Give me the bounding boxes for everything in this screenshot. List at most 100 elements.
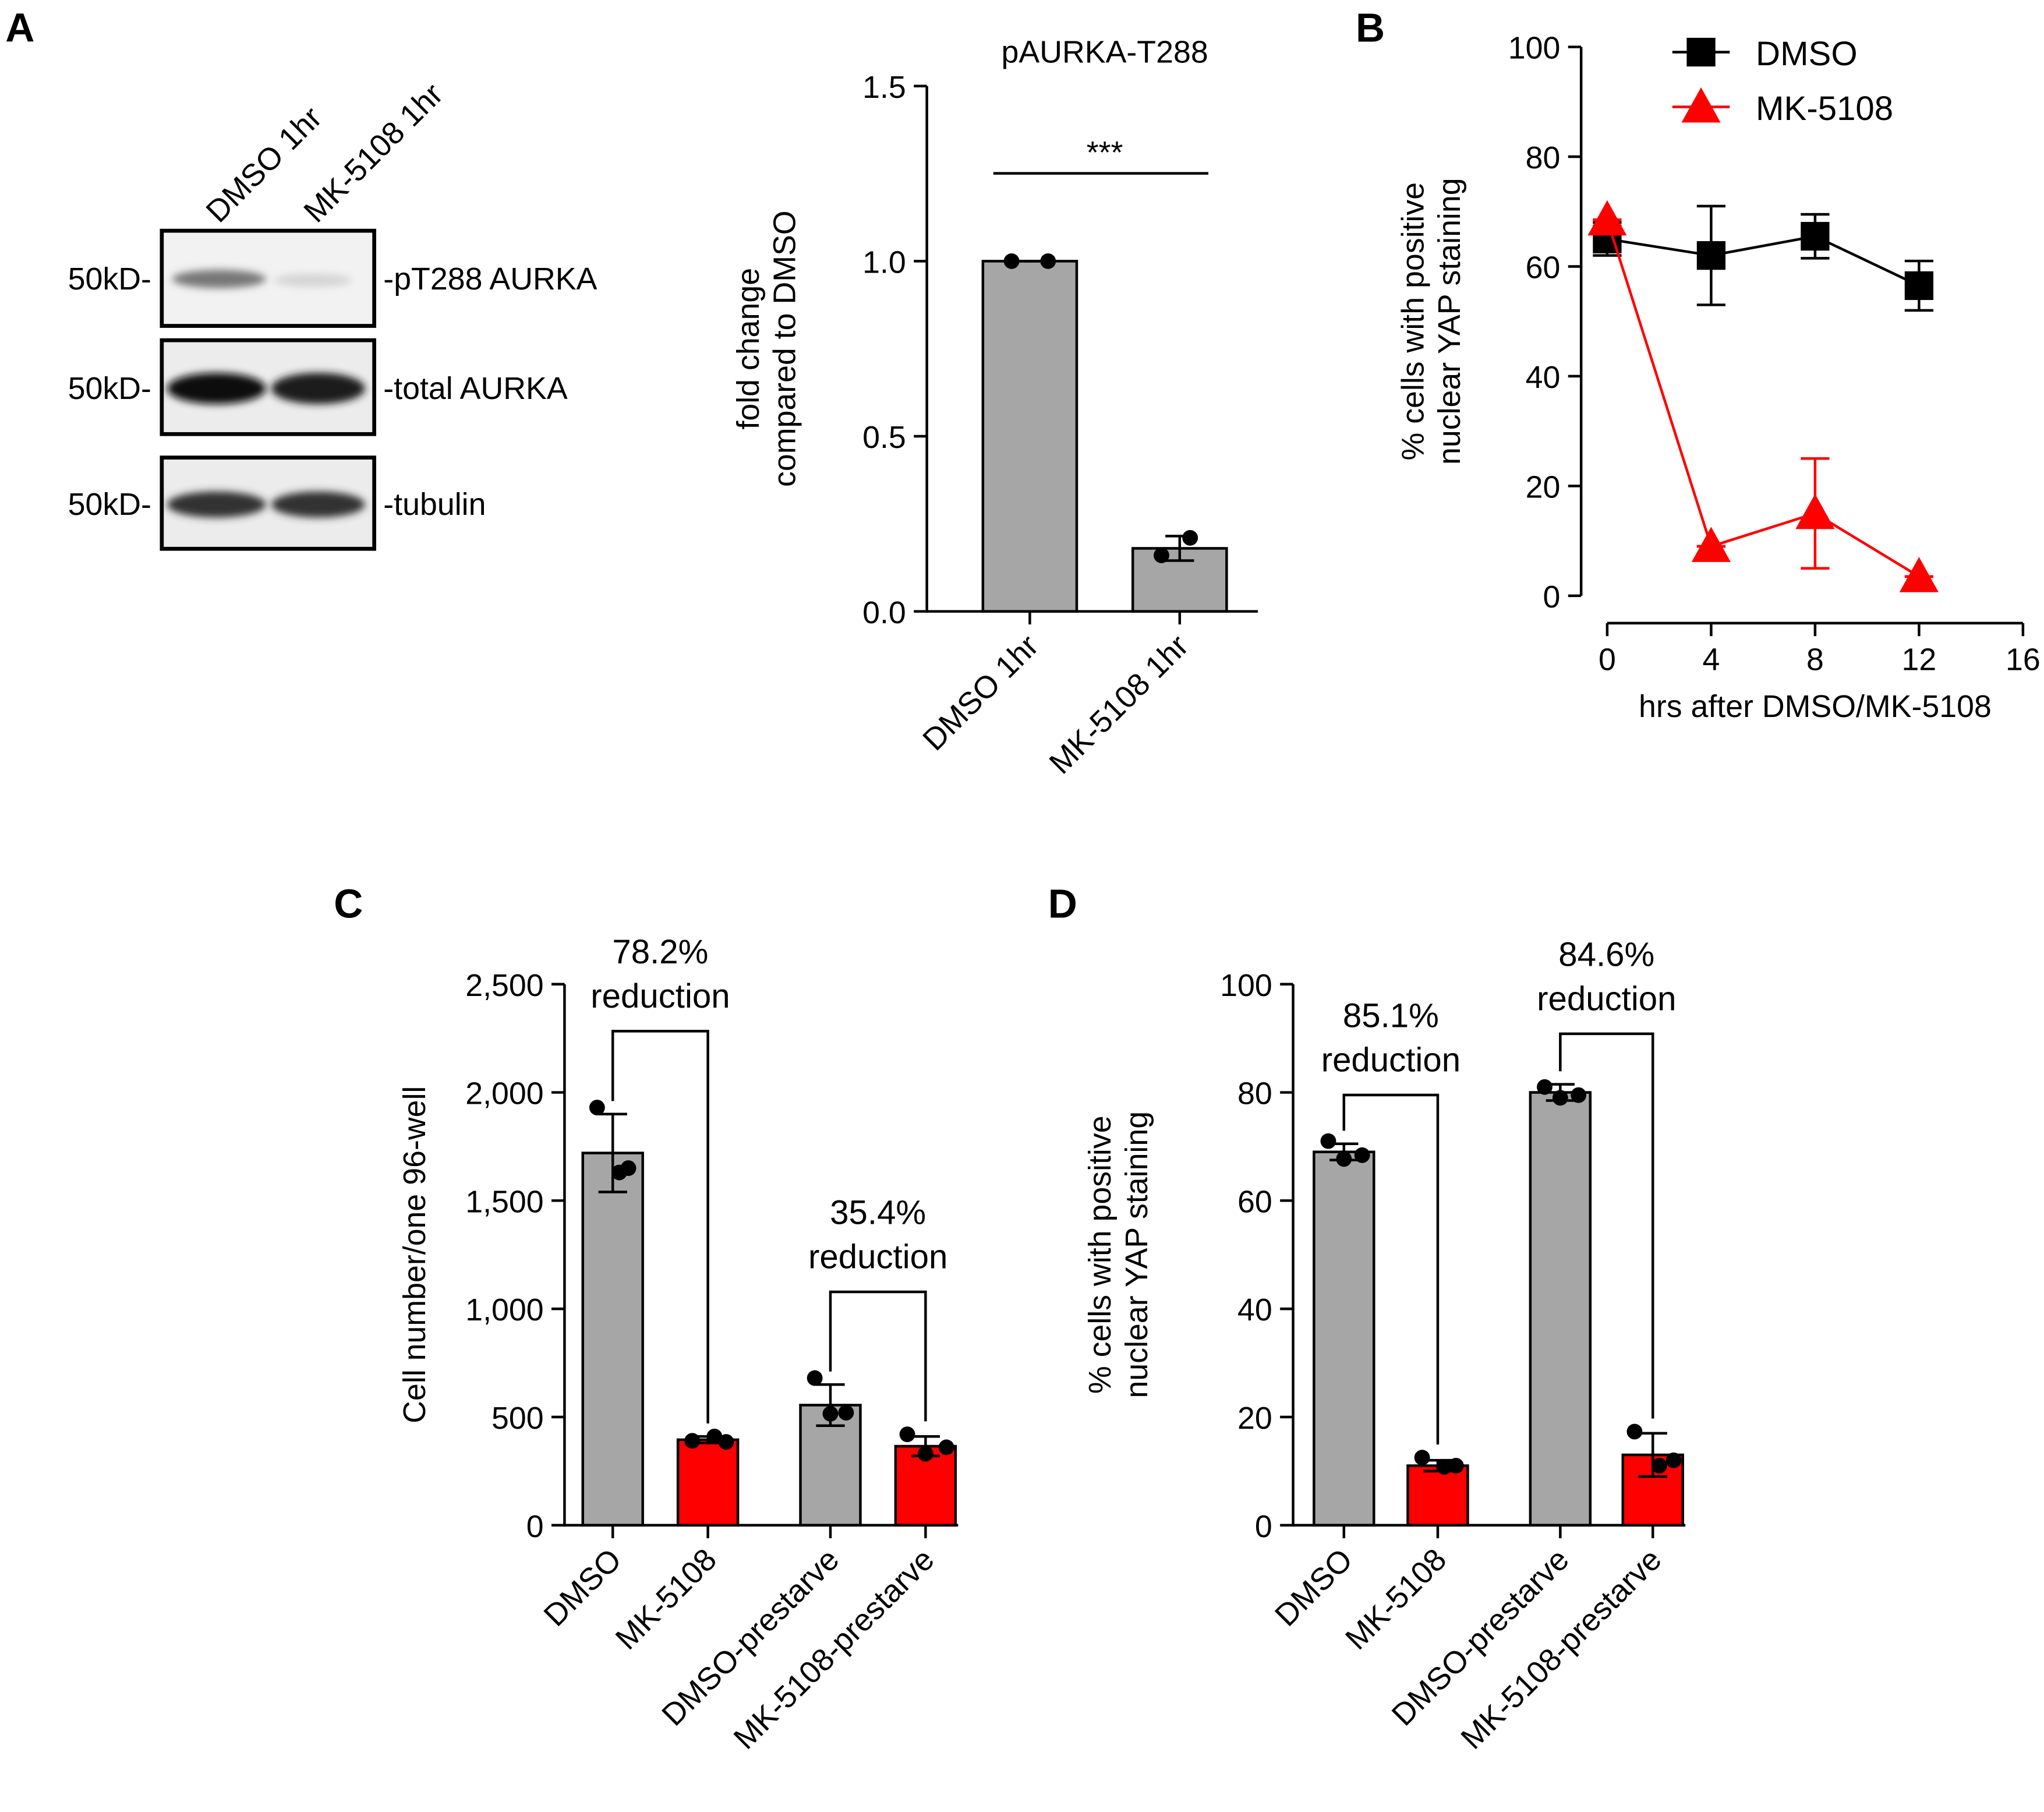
data-point	[1336, 1151, 1352, 1167]
data-point	[807, 1370, 823, 1386]
data-point	[684, 1433, 701, 1449]
legend-marker	[1681, 87, 1721, 123]
annotation: 84.6%	[1558, 935, 1654, 973]
y-tick-label: 40	[1237, 1292, 1272, 1327]
series-line	[1606, 219, 1920, 578]
y-tick-label: 1.5	[862, 70, 906, 105]
band-label: -pT288 AURKA	[383, 262, 597, 296]
y-tick-label: 1,500	[465, 1184, 543, 1219]
bracket	[1342, 1093, 1440, 1445]
y-tick-label: 2,500	[465, 968, 543, 1003]
bar	[1406, 1464, 1469, 1527]
x-tick-label: 0	[1599, 642, 1616, 677]
bar	[1529, 1091, 1592, 1527]
band	[271, 491, 365, 518]
data-point	[1448, 1458, 1464, 1474]
marker	[1899, 557, 1939, 592]
mw-marker: 50kD-	[68, 487, 151, 522]
data-point	[1665, 1452, 1682, 1468]
annotation: reduction	[808, 1238, 947, 1276]
bracket	[1559, 1032, 1654, 1419]
y-tick-label: 0	[1543, 580, 1560, 614]
data-point	[706, 1428, 723, 1444]
legend-marker	[1686, 37, 1716, 67]
y-axis-label: fold change	[731, 268, 766, 430]
y-tick-label: 0	[1255, 1509, 1272, 1544]
y-axis-label: compared to DMSO	[768, 210, 802, 487]
y-tick-label: 0.0	[862, 595, 906, 630]
y-tick-label: 80	[1526, 140, 1561, 175]
y-axis-label: Cell number/one 96-well	[397, 1086, 432, 1424]
data-point	[620, 1160, 636, 1177]
data-point	[917, 1446, 933, 1462]
bracket	[829, 1290, 927, 1422]
legend-label: MK-5108	[1756, 90, 1893, 128]
y-tick-label: 0.5	[862, 420, 906, 455]
annotation: 85.1%	[1343, 997, 1439, 1035]
data-point	[1040, 253, 1056, 269]
x-tick-label: 8	[1806, 642, 1824, 677]
y-axis-label: nuclear YAP staining	[1119, 1111, 1154, 1398]
band-label: -tubulin	[383, 487, 486, 522]
y-tick-label: 0	[526, 1509, 544, 1544]
data-point	[1571, 1087, 1587, 1103]
data-point	[938, 1439, 954, 1456]
y-tick-label: 2,000	[465, 1076, 543, 1111]
y-tick-label: 1,000	[465, 1292, 543, 1327]
band-label: -total AURKA	[383, 371, 568, 406]
mw-marker: 50kD-	[68, 262, 151, 296]
panel-label: D	[1048, 881, 1077, 927]
line-chart: 0 20 40 60 80 100 0 4 8 12 16 hrs after DMSO/MK-510…	[1508, 31, 2041, 724]
data-point	[838, 1404, 854, 1421]
data-point	[1552, 1090, 1568, 1106]
bar	[581, 1152, 644, 1527]
annotation: 35.4%	[830, 1194, 926, 1232]
y-tick-label: 80	[1237, 1076, 1272, 1111]
chart-title: pAURKA-T288	[1002, 34, 1208, 69]
y-axis-label: nuclear YAP staining	[1432, 178, 1467, 465]
y-axis-label: % cells with positive	[1083, 1115, 1118, 1394]
band	[172, 270, 266, 288]
data-point	[822, 1405, 839, 1422]
y-tick-label: 20	[1526, 470, 1561, 505]
y-tick-label: 60	[1526, 250, 1561, 285]
panel-label: B	[1356, 5, 1385, 51]
data-point	[1414, 1450, 1430, 1465]
y-tick-label: 20	[1237, 1401, 1272, 1436]
panel-label: C	[334, 881, 363, 927]
y-tick-label: 60	[1237, 1184, 1272, 1219]
annotation: ***	[1087, 135, 1123, 170]
annotation: reduction	[1537, 980, 1676, 1018]
error-bar	[598, 1112, 627, 1193]
x-axis-label: hrs after DMSO/MK-5108	[1639, 689, 1992, 724]
data-point	[899, 1426, 915, 1442]
data-point	[1537, 1079, 1553, 1095]
legend-label: DMSO	[1756, 35, 1858, 73]
marker	[1691, 527, 1731, 562]
x-tick-label: 4	[1702, 642, 1720, 677]
data-point	[1354, 1147, 1370, 1163]
y-tick-label: 1.0	[862, 245, 906, 280]
band	[167, 491, 266, 518]
data-point	[1626, 1424, 1643, 1440]
mw-marker: 50kD-	[68, 371, 151, 406]
data-point	[1320, 1133, 1336, 1149]
marker	[1696, 241, 1726, 270]
panel-label: A	[5, 5, 34, 51]
x-tick-label: 12	[1902, 642, 1937, 677]
x-tick-label: 16	[2006, 642, 2041, 677]
western-blot: DMSO 1hr MK-5108 1hr 50kD- -pT288 AURKA …	[68, 76, 597, 551]
data-point	[589, 1100, 605, 1115]
data-point	[1003, 253, 1020, 269]
band	[274, 274, 352, 287]
bar	[981, 260, 1078, 613]
bar	[1313, 1150, 1375, 1527]
marker	[1801, 222, 1830, 251]
y-tick-label: 100	[1508, 31, 1561, 66]
bar	[676, 1438, 740, 1527]
y-tick-label: 500	[491, 1401, 544, 1436]
y-tick-label: 40	[1526, 360, 1561, 395]
bracket	[611, 1030, 709, 1424]
y-tick-label: 100	[1220, 968, 1272, 1003]
